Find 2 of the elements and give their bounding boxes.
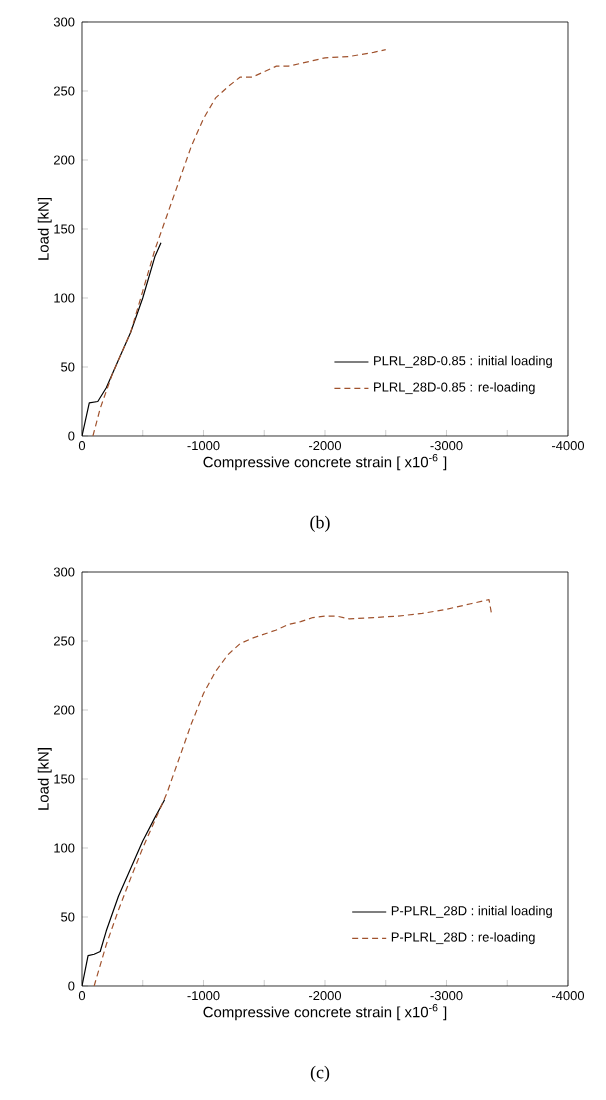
text: (b) [310, 515, 330, 533]
text: (c) [310, 1065, 330, 1083]
